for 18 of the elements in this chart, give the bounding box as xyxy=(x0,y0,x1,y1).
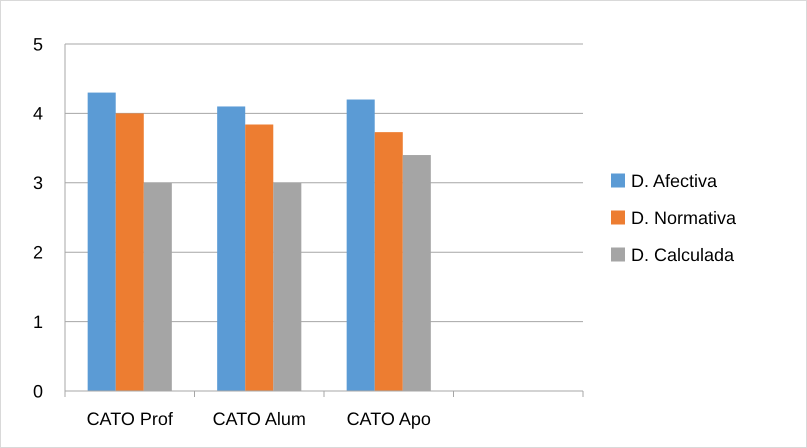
y-tick-label: 0 xyxy=(32,381,43,402)
y-tick-label: 3 xyxy=(32,173,43,194)
bar xyxy=(346,100,375,391)
x-tick-label: CATO Alum xyxy=(212,409,306,429)
legend-label: D. Afectiva xyxy=(631,170,718,191)
y-tick-label: 4 xyxy=(32,104,43,124)
bar xyxy=(217,106,246,391)
bar xyxy=(88,92,116,391)
bar xyxy=(374,132,403,391)
bar xyxy=(245,124,274,391)
legend-label: D. Normativa xyxy=(631,208,738,228)
y-tick-label: 1 xyxy=(32,312,43,332)
x-tick-label: CATO Prof xyxy=(86,409,174,429)
legend-label: D. Calculada xyxy=(631,244,736,265)
y-tick-label: 2 xyxy=(32,242,43,262)
bar xyxy=(116,113,144,391)
x-tick-label: CATO Apo xyxy=(346,409,431,429)
y-tick-label: 5 xyxy=(32,34,43,54)
